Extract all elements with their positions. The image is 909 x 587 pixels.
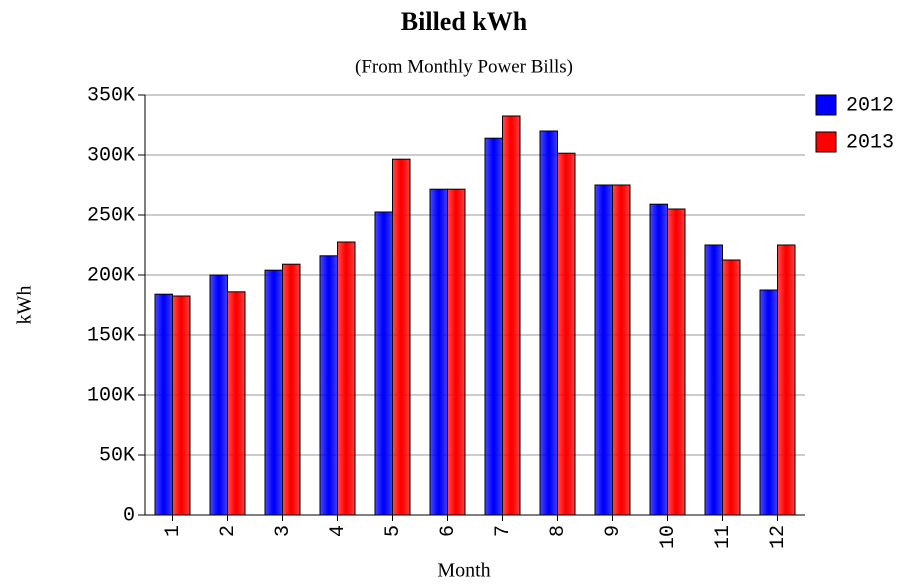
y-axis-title: kWh (14, 286, 36, 325)
bar (447, 188, 466, 516)
bar (759, 289, 778, 516)
bar (704, 244, 723, 516)
bar (612, 184, 631, 516)
bar (667, 208, 686, 516)
x-tick-label: 3 (272, 525, 295, 537)
bar (337, 241, 356, 516)
bar (374, 211, 393, 516)
x-tick-label: 12 (767, 525, 790, 549)
bar (264, 269, 283, 516)
bar (502, 115, 521, 516)
bar (209, 274, 228, 516)
x-tick-label: 9 (602, 525, 625, 537)
bar (429, 188, 448, 516)
bar (282, 263, 301, 516)
bar (154, 293, 173, 516)
x-tick-label: 2 (217, 525, 240, 537)
x-tick-label: 8 (547, 525, 570, 537)
legend-swatch (815, 131, 837, 153)
bar (557, 152, 576, 516)
x-tick-label: 4 (327, 525, 350, 537)
y-tick-label: 50K (99, 444, 135, 467)
chart-title: Billed kWh (401, 7, 528, 36)
bar (777, 244, 796, 516)
bar (649, 203, 668, 516)
x-tick-label: 6 (437, 525, 460, 537)
chart-subtitle: (From Monthly Power Bills) (355, 56, 573, 77)
x-tick-label: 1 (162, 525, 185, 537)
x-tick-label: 7 (492, 525, 515, 537)
y-tick-label: 300K (87, 144, 135, 167)
legend-label: 2012 (846, 94, 894, 117)
y-tick-label: 100K (87, 384, 135, 407)
bar (227, 291, 246, 516)
y-tick-label: 0 (123, 504, 135, 527)
legend-swatch (815, 94, 837, 116)
bar (539, 130, 558, 516)
bar (722, 259, 741, 516)
x-axis-title: Month (437, 560, 490, 582)
y-tick-label: 200K (87, 264, 135, 287)
bar (594, 184, 613, 516)
bar (319, 255, 338, 516)
bar (392, 158, 411, 516)
y-tick-label: 150K (87, 324, 135, 347)
x-tick-label: 11 (712, 525, 735, 549)
bar (484, 137, 503, 516)
bar (172, 295, 191, 516)
x-tick-label: 5 (382, 525, 405, 537)
y-tick-label: 350K (87, 84, 135, 107)
y-tick-label: 250K (87, 204, 135, 227)
legend-label: 2013 (846, 131, 894, 154)
x-tick-label: 10 (657, 525, 680, 549)
